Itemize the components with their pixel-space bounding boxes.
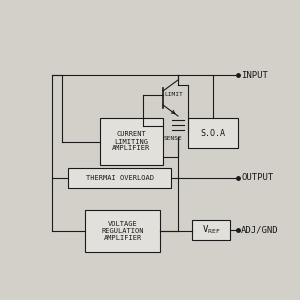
Text: S.O.A: S.O.A — [200, 128, 226, 137]
Bar — [100, 118, 163, 165]
Text: SENSE: SENSE — [164, 136, 183, 142]
Bar — [85, 210, 160, 252]
Text: $\mathregular{V_{REF}}$: $\mathregular{V_{REF}}$ — [202, 224, 220, 236]
Text: THERMAI OVERLOAD: THERMAI OVERLOAD — [85, 175, 154, 181]
Text: CURRENT
LIMITING
AMPLIFIER: CURRENT LIMITING AMPLIFIER — [112, 131, 151, 152]
Text: OUTPUT: OUTPUT — [241, 173, 273, 182]
Text: VOLTAGE
REGULATION
AMPLIFIER: VOLTAGE REGULATION AMPLIFIER — [101, 221, 144, 241]
Bar — [192, 220, 230, 240]
Bar — [68, 168, 171, 188]
Text: INPUT: INPUT — [241, 70, 268, 80]
Text: ADJ/GND: ADJ/GND — [241, 226, 279, 235]
Bar — [188, 118, 238, 148]
Text: LIMIT: LIMIT — [164, 92, 183, 98]
